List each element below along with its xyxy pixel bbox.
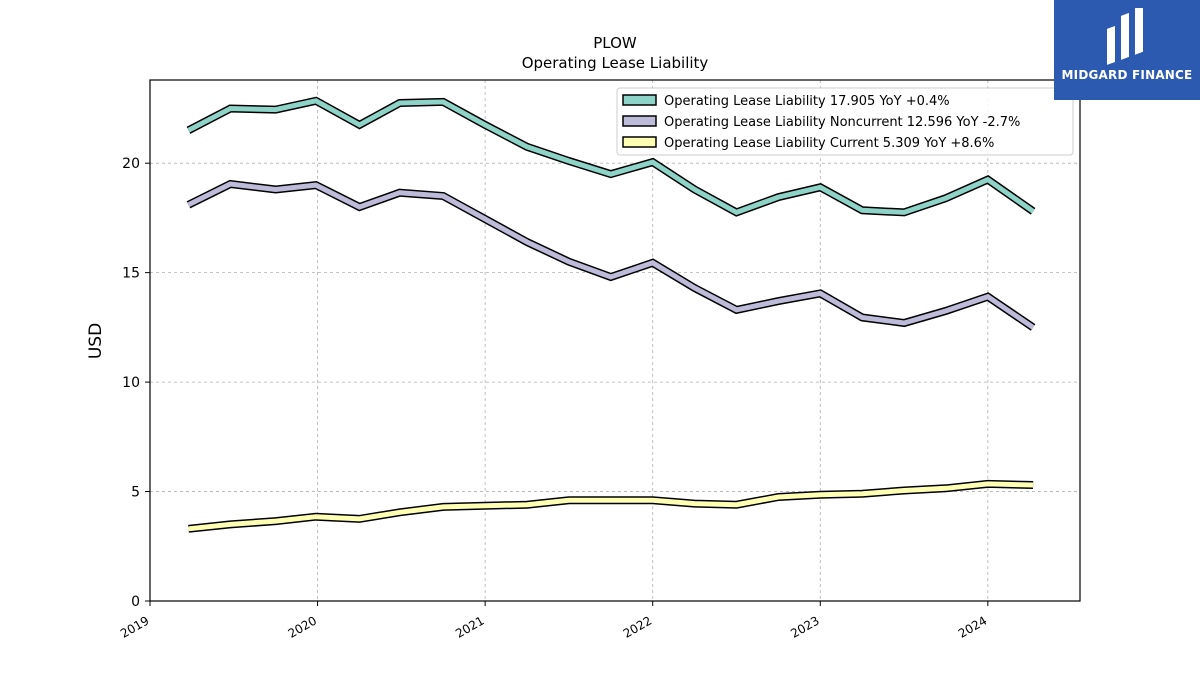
brand-logo: MIDGARD FINANCE (1054, 0, 1200, 100)
y-tick-label: 10 (122, 375, 140, 391)
x-tick-label: 2023 (788, 613, 821, 640)
y-axis-label: USD (86, 323, 106, 359)
legend-box (616, 87, 1074, 156)
series-line-2 (188, 481, 1034, 532)
x-tick-label: 2020 (286, 613, 319, 640)
chart-subtitle: Operating Lease Liability (522, 54, 709, 72)
y-tick-label: 0 (131, 594, 140, 610)
legend-swatch-0 (622, 94, 657, 106)
legend-label-1: Operating Lease Liability Noncurrent 12.… (664, 115, 1020, 130)
legend-label-2: Operating Lease Liability Current 5.309 … (664, 136, 994, 151)
legend-swatch-1 (622, 115, 657, 127)
x-tick-label: 2022 (621, 613, 654, 640)
x-tick-label: 2021 (453, 613, 486, 640)
logo-mark-icon (1107, 8, 1143, 65)
series-line-outline-1 (186, 179, 1036, 331)
y-tick-label: 20 (122, 156, 140, 172)
plot-frame (149, 79, 1081, 602)
chart-title: PLOW (593, 34, 637, 52)
legend-swatch-2 (622, 136, 657, 148)
y-tick-label: 5 (131, 485, 140, 501)
legend: Operating Lease Liability 17.905 YoY +0.… (616, 87, 1074, 156)
legend-label-0: Operating Lease Liability 17.905 YoY +0.… (664, 94, 950, 109)
series-group (186, 96, 1036, 533)
axis-ticks: 0 5 10 15 20 2019 2020 2021 2022 2023 2024 (118, 156, 989, 641)
series-line-1 (187, 181, 1035, 330)
y-tick-label: 15 (122, 266, 140, 282)
x-tick-label: 2019 (118, 613, 151, 640)
series-line-0 (187, 98, 1035, 216)
logo-text: MIDGARD FINANCE (1061, 68, 1193, 82)
x-tick-label: 2024 (956, 613, 989, 640)
